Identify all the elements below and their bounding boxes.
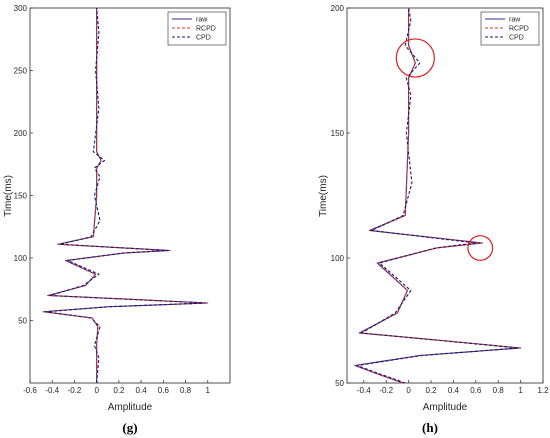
ticks-g: -0.6 -0.4 -0.2 0 0.2 0.4 0.6 0.8 150100150200250…: [14, 4, 211, 395]
x-tick-label: 0.6: [158, 386, 170, 395]
legend-label-rcpd: RCPD: [509, 26, 529, 33]
x-tick-label: -0.4: [357, 386, 371, 395]
y-tick-label: 150: [331, 129, 345, 138]
legend-label-cpd: CPD: [509, 35, 524, 42]
series-line-raw: [354, 8, 522, 384]
x-tick-label: 0.2: [425, 386, 437, 395]
x-tick-label: 1: [206, 386, 211, 395]
plot-area-h: [346, 7, 544, 384]
x-tick-label: 1: [518, 386, 523, 395]
x-tick-label: 0.8: [180, 386, 192, 395]
x-tick-label: 0: [406, 386, 411, 395]
x-tick-label: 0.2: [113, 386, 125, 395]
highlight-circle: [395, 38, 435, 78]
y-tick-label: 200: [14, 129, 28, 138]
ticks-h: -0.4 -0.2 0 0.2 0.4 0.6 0.8 1 1.2 50 100 150 200: [331, 4, 549, 395]
x-tick-label: -0.4: [45, 386, 59, 395]
y-tick-label: 250: [14, 67, 28, 76]
panel-label-g: (g): [122, 420, 137, 435]
x-tick-label: 0: [94, 386, 99, 395]
series-line-cpd: [45, 7, 207, 384]
x-tick-label: 0.4: [448, 386, 460, 395]
plot-area-g: [29, 7, 231, 384]
x-tick-label: 0.8: [493, 386, 505, 395]
x-tick-label: -0.6: [23, 386, 37, 395]
x-axis-label-g: Amplitude: [108, 402, 153, 413]
legend-label-raw: raw: [509, 17, 521, 24]
y-tick-label: 100: [14, 254, 28, 263]
x-tick-label: -0.2: [68, 386, 82, 395]
x-tick-label: -0.2: [379, 386, 393, 395]
y-tick-label: 300: [14, 4, 28, 13]
x-tick-label: 1.2: [537, 386, 549, 395]
x-tick-label: 0.6: [470, 386, 482, 395]
series-line-rcpd: [355, 8, 521, 384]
y-tick-label: 150: [14, 192, 28, 201]
y-tick-label: 50: [335, 379, 344, 388]
y-axis-label-g: Time(ms): [3, 175, 14, 217]
series-g: [42, 7, 209, 384]
highlight-circle: [467, 235, 494, 261]
panel-label-h: (h): [422, 420, 438, 435]
y-tick-label: 200: [331, 4, 345, 13]
legend-label-cpd: CPD: [196, 35, 211, 42]
annotations-h: [395, 38, 494, 261]
series-line-cpd: [356, 7, 519, 384]
legend-label-rcpd: RCPD: [196, 26, 216, 33]
y-tick-label: 100: [331, 254, 345, 263]
y-tick-label: 50: [18, 317, 27, 326]
x-axis-label-h: Amplitude: [423, 402, 468, 413]
legend-h: raw RCPD CPD: [480, 11, 540, 46]
panel-g: -0.6 -0.4 -0.2 0 0.2 0.4 0.6 0.8 150100150200250…: [3, 4, 231, 435]
legend-label-raw: raw: [196, 17, 208, 24]
panel-h: -0.4 -0.2 0 0.2 0.4 0.6 0.8 1 1.2 50 100 150 200 raw…: [318, 4, 549, 435]
x-tick-label: 0.4: [136, 386, 148, 395]
y-axis-label-h: Time(ms): [318, 175, 329, 217]
series-h: [354, 7, 522, 384]
legend-g: raw RCPD CPD: [167, 11, 227, 46]
